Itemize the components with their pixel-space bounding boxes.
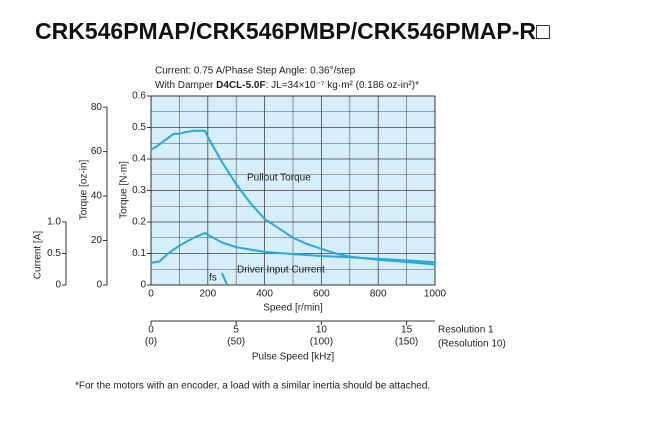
x2-tick-label-res10: (150) <box>395 337 418 348</box>
y2-tick-label: 0.5 <box>47 248 61 259</box>
y3-tick-label: 40 <box>91 191 103 202</box>
x2-tick-label-res10: (100) <box>310 337 333 348</box>
annotation: Driver Input Current <box>237 265 325 276</box>
plot-border <box>150 95 436 286</box>
y-tick-label: 0.6 <box>132 91 146 102</box>
series-line <box>221 272 229 286</box>
y-tick-label: 0.4 <box>132 154 146 165</box>
subtitle-model: D4CL-5.0F <box>216 80 265 91</box>
y-tick-label: 0.2 <box>132 217 146 228</box>
x-tick-label: 800 <box>370 289 387 300</box>
y3-tick-label: 60 <box>91 146 103 157</box>
x-tick-label: 400 <box>256 289 273 300</box>
chart-title: CRK546PMAP/CRK546PMBP/CRK546PMAP-R□ <box>35 18 550 44</box>
y2-tick-label: 0 <box>55 280 61 291</box>
x-tick-label: 1000 <box>424 289 447 300</box>
x2-axis-label: Pulse Speed [kHz] <box>252 352 334 363</box>
x2-tick-label: 5 <box>233 325 239 336</box>
x2-tick-label-res10: (0) <box>145 337 157 348</box>
x-axis-label: Speed [r/min] <box>263 303 323 314</box>
subtitle-part: With Damper <box>155 80 216 91</box>
subtitle-part: : JL=34×10⁻⁷ kg·m² (0.186 oz-in²)* <box>266 80 420 91</box>
x2-tick-label-res10: (50) <box>227 337 245 348</box>
x2-tick-label: 0 <box>148 325 154 336</box>
y-tick-label: 0.1 <box>132 248 146 259</box>
series-line <box>150 129 436 266</box>
y-tick-label: 0.5 <box>132 122 146 133</box>
y3-tick-label: 20 <box>91 235 103 246</box>
subtitle: Current: 0.75 A/Phase Step Angle: 0.36°/… <box>155 66 356 77</box>
footnote: *For the motors with an encoder, a load … <box>75 381 430 392</box>
subtitle: With Damper D4CL-5.0F: JL=34×10⁻⁷ kg·m² … <box>155 80 419 91</box>
x2-row-label: (Resolution 10) <box>438 339 506 350</box>
y-tick-label: 0.3 <box>132 185 146 196</box>
annotation: Pullout Torque <box>247 173 311 184</box>
x2-tick-label: 10 <box>316 325 328 336</box>
y3-tick-label: 0 <box>96 280 102 291</box>
x-tick-label: 0 <box>148 289 154 300</box>
y2-tick-label: 1.0 <box>47 217 61 228</box>
x-tick-label: 600 <box>313 289 330 300</box>
y3-tick-label: 80 <box>91 102 103 113</box>
x2-row-label: Resolution 1 <box>438 325 494 336</box>
y2-axis-label: Current [A] <box>33 231 44 280</box>
series-line <box>150 231 436 264</box>
x-tick-label: 200 <box>199 289 216 300</box>
annotation: fs <box>209 273 217 284</box>
x2-tick-label: 15 <box>401 325 413 336</box>
y3-axis-label: Torque [oz-in] <box>79 159 90 220</box>
y-axis-label: Torque [N·m] <box>119 161 130 219</box>
y-tick-label: 0 <box>140 280 146 291</box>
